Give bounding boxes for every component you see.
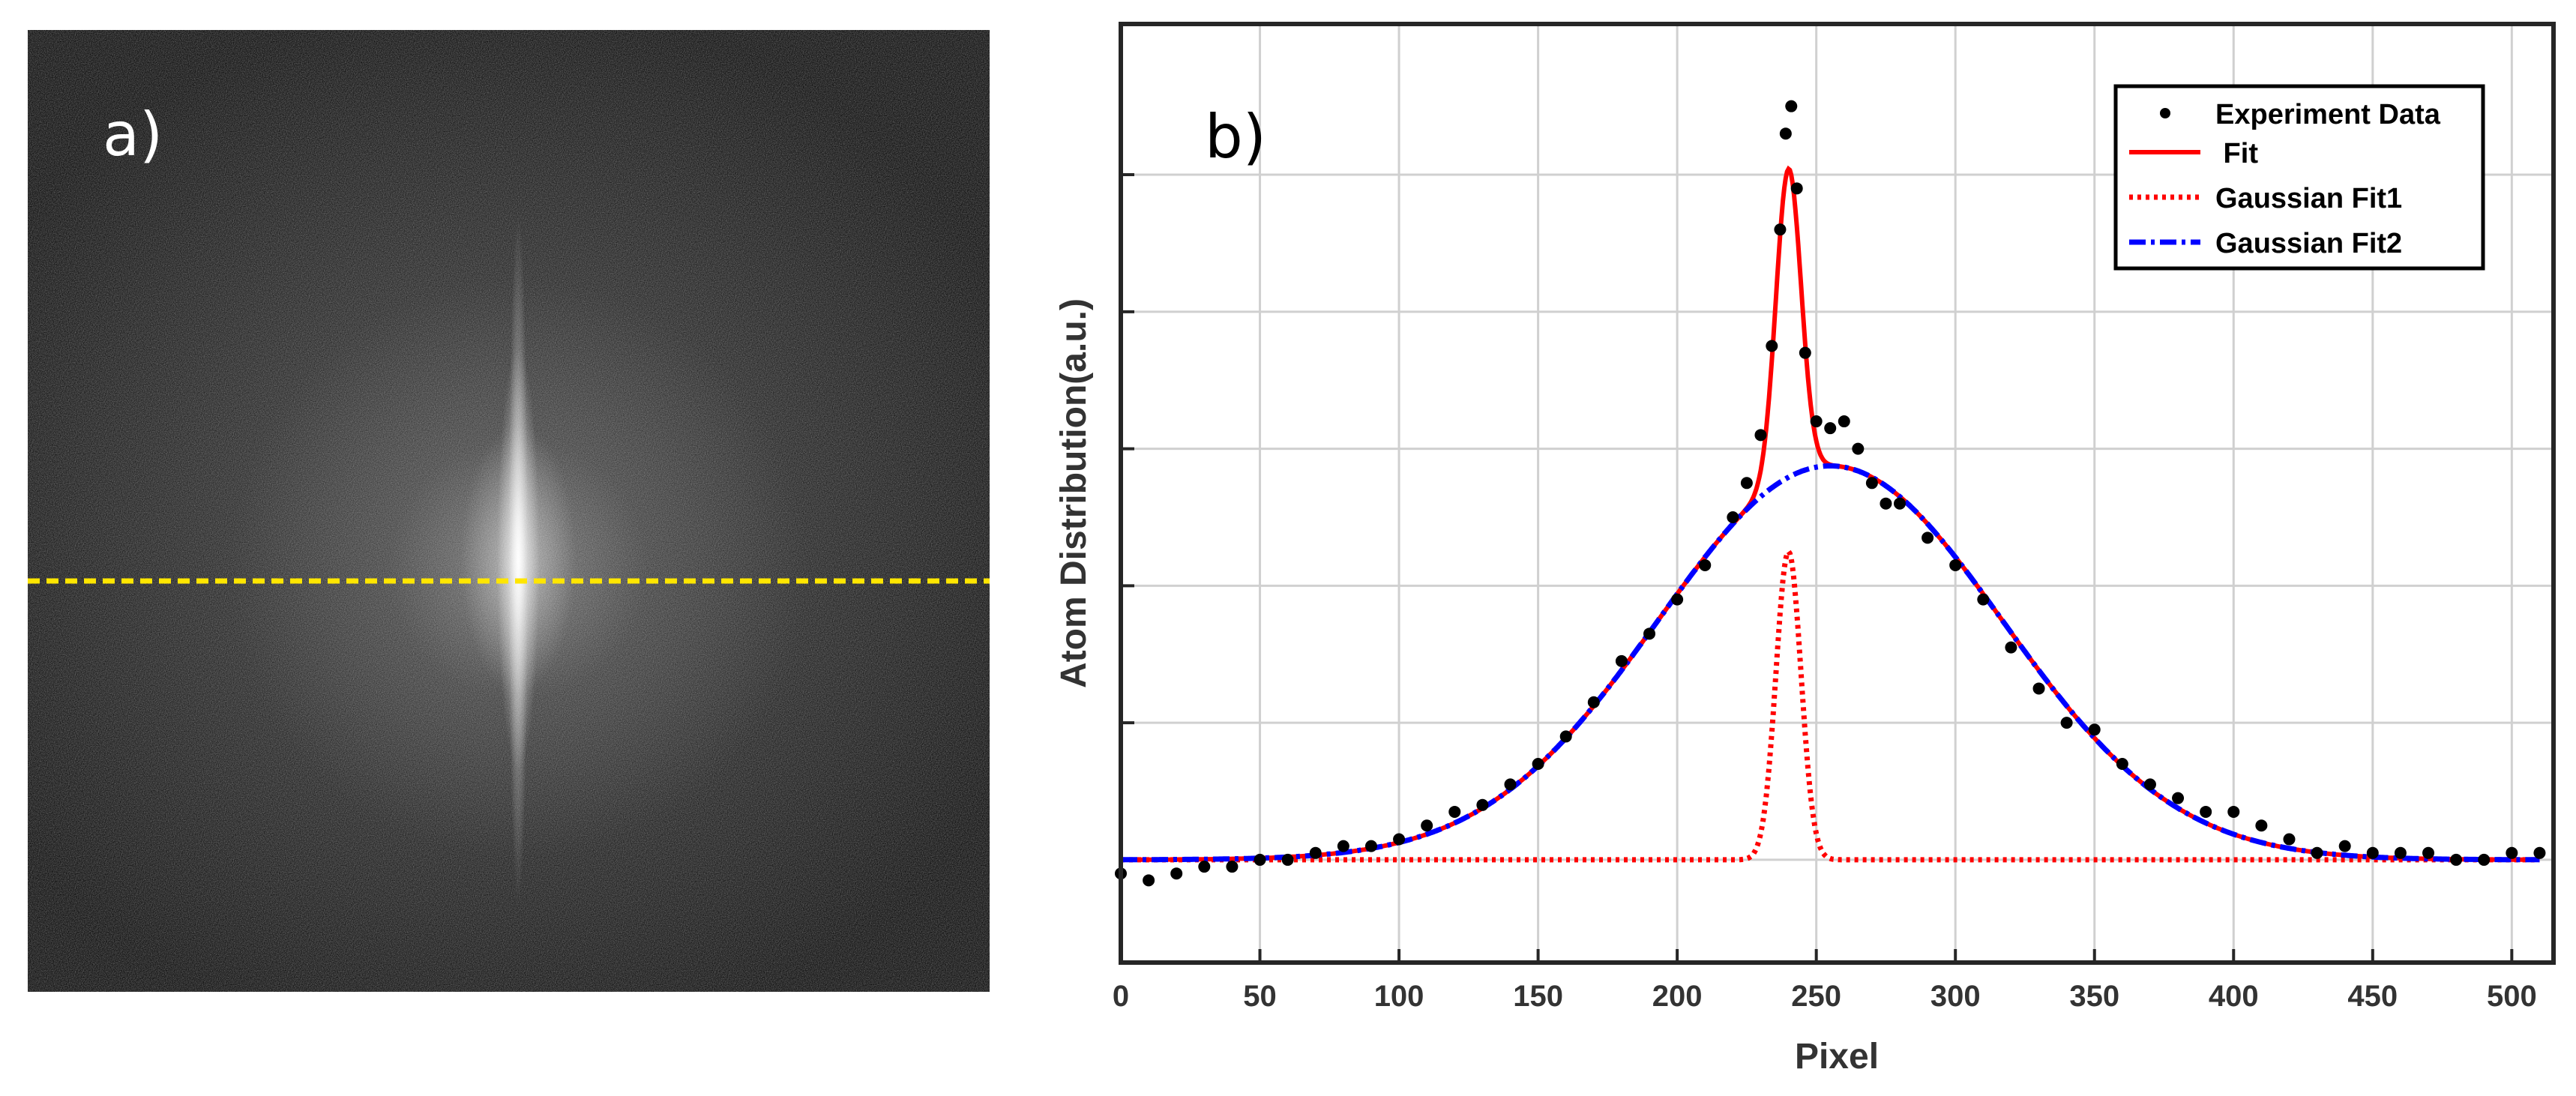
panel-b-label: b) xyxy=(1205,102,1266,172)
data-point xyxy=(1309,846,1322,859)
data-point xyxy=(2533,846,2546,859)
x-tick-label-9: 450 xyxy=(2347,980,2398,1013)
x-tick-label-6: 300 xyxy=(1931,980,1981,1013)
data-point xyxy=(1865,477,1878,490)
x-tick-label-3: 150 xyxy=(1513,980,1563,1013)
legend-label-experiment: Experiment Data xyxy=(2215,99,2441,130)
data-point xyxy=(1799,346,1811,359)
data-point xyxy=(1421,819,1433,832)
data-point xyxy=(2143,778,2156,791)
data-point xyxy=(1740,477,1753,490)
data-point xyxy=(1838,415,1850,428)
data-point xyxy=(1766,340,1778,352)
data-point xyxy=(2200,805,2212,818)
x-tick-label-2: 100 xyxy=(1374,980,1424,1013)
data-point xyxy=(1790,182,1803,195)
data-point xyxy=(2116,757,2128,770)
data-point xyxy=(1754,429,1767,442)
data-point xyxy=(2478,853,2491,866)
data-point xyxy=(1779,127,1792,140)
x-tick-labels: 0 50 100 150 200 250 300 350 400 450 500 xyxy=(1113,980,2537,1013)
data-point xyxy=(1393,833,1406,846)
data-point xyxy=(1337,840,1349,852)
data-point xyxy=(2394,846,2407,859)
x-tick-label-1: 50 xyxy=(1243,980,1277,1013)
data-point xyxy=(1727,511,1739,523)
data-point xyxy=(2172,792,2185,804)
data-point xyxy=(1226,861,1239,873)
data-point xyxy=(2227,805,2240,818)
data-point xyxy=(1448,805,1461,818)
data-point xyxy=(2338,840,2351,852)
data-point xyxy=(1671,593,1684,606)
legend: Experiment Data Fit Gaussian Fit1 Gaussi… xyxy=(2113,84,2485,271)
data-point xyxy=(2450,853,2463,866)
data-point xyxy=(1170,867,1183,880)
data-point xyxy=(2422,846,2435,859)
fit-curve xyxy=(1121,165,2540,862)
x-tick-label-4: 200 xyxy=(1652,980,1703,1013)
data-point xyxy=(2032,682,2045,695)
data-point xyxy=(1143,874,1155,887)
data-point xyxy=(2506,846,2518,859)
data-point xyxy=(1893,497,1906,510)
data-point xyxy=(1785,100,1798,112)
data-point xyxy=(1281,853,1294,866)
image-noise-overlay xyxy=(28,30,990,992)
legend-label-gaussian1: Gaussian Fit1 xyxy=(2215,183,2402,214)
data-point xyxy=(1880,497,1892,510)
data-point xyxy=(2311,846,2323,859)
data-point xyxy=(1824,422,1837,435)
data-point xyxy=(2283,833,2296,846)
x-tick-label-5: 250 xyxy=(1791,980,1841,1013)
legend-label-fit: Fit xyxy=(2215,138,2258,169)
data-point xyxy=(1504,778,1517,791)
data-point xyxy=(2005,641,2017,654)
data-point xyxy=(1476,798,1489,811)
x-tick-label-0: 0 xyxy=(1113,980,1129,1013)
data-point xyxy=(2060,717,2073,729)
legend-marker-experiment xyxy=(2160,108,2170,118)
gaussian-fit2-curve xyxy=(1121,463,2540,863)
data-point xyxy=(1364,840,1377,852)
data-point xyxy=(1532,757,1544,770)
data-point xyxy=(1699,558,1712,571)
x-tick-label-10: 500 xyxy=(2487,980,2537,1013)
legend-box xyxy=(2113,84,2485,271)
fit-curves xyxy=(1121,165,2540,863)
data-point xyxy=(1810,415,1823,428)
data-point xyxy=(2366,846,2379,859)
camera-image-panel: a) xyxy=(28,30,990,992)
x-tick-label-7: 350 xyxy=(2069,980,2119,1013)
data-point xyxy=(1559,730,1572,743)
gaussian-fit1-curve xyxy=(1121,547,2540,863)
data-point xyxy=(1587,696,1600,708)
data-point xyxy=(1643,627,1656,640)
y-axis-title: Atom Distribution(a.u.) xyxy=(1054,298,1094,688)
panel-a-label: a) xyxy=(103,100,163,169)
data-point xyxy=(1949,558,1962,571)
data-point xyxy=(1852,442,1865,455)
data-point xyxy=(1774,223,1787,236)
data-point xyxy=(1615,654,1628,667)
x-axis-title: Pixel xyxy=(1795,1037,1879,1077)
data-point xyxy=(2088,723,2101,736)
data-point xyxy=(1977,593,1990,606)
experiment-points xyxy=(1115,100,2546,887)
data-point xyxy=(1198,861,1211,873)
legend-label-gaussian2: Gaussian Fit2 xyxy=(2215,228,2402,259)
data-point xyxy=(1922,532,1934,544)
plot-frame xyxy=(1119,22,2556,965)
data-point xyxy=(1254,853,1266,866)
data-point xyxy=(2255,819,2268,832)
x-tick-label-8: 400 xyxy=(2209,980,2259,1013)
